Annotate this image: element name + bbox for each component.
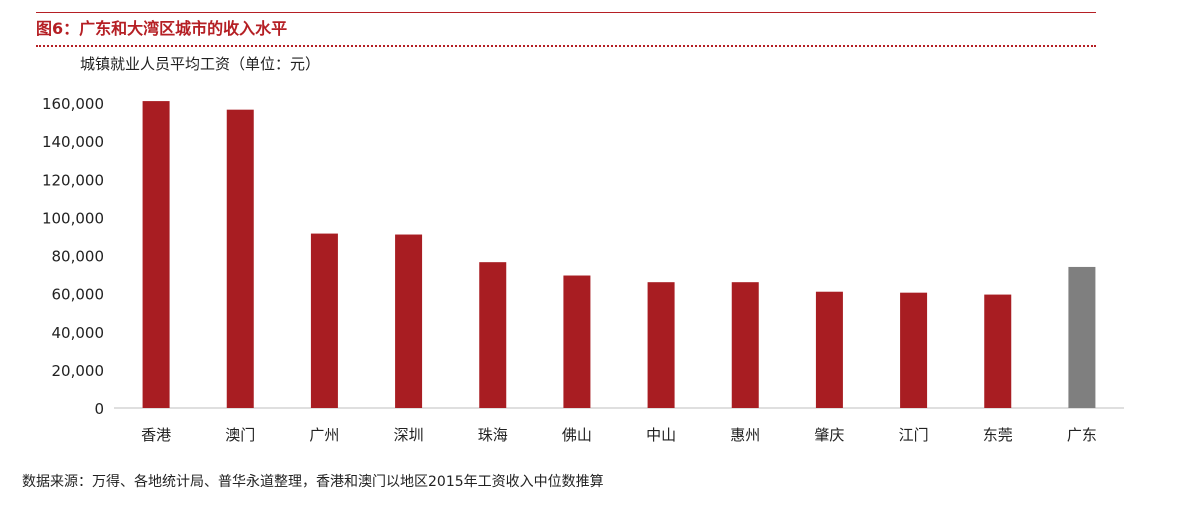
y-tick-label: 120,000 xyxy=(42,171,104,189)
header-dotted-rule xyxy=(36,45,1096,47)
x-tick-label: 澳门 xyxy=(225,426,255,444)
x-tick-label: 珠海 xyxy=(478,426,508,444)
x-tick-label: 广州 xyxy=(309,426,339,444)
x-tick-label: 中山 xyxy=(646,426,676,444)
bar-12 xyxy=(1068,266,1096,408)
x-tick-label: 佛山 xyxy=(562,426,592,444)
bar-4 xyxy=(395,234,423,408)
x-tick-label: 肇庆 xyxy=(814,426,844,444)
x-tick-label: 广东 xyxy=(1067,426,1097,444)
bar-3 xyxy=(310,233,338,408)
y-tick-label: 60,000 xyxy=(52,286,105,304)
bar-11 xyxy=(984,294,1012,408)
data-source-note: 数据来源：万得、各地统计局、普华永道整理，香港和澳门以地区2015年工资收入中位… xyxy=(22,474,604,490)
y-tick-label: 20,000 xyxy=(52,362,105,380)
x-tick-label: 惠州 xyxy=(730,426,760,444)
bar-chart: 0 20,000 40,000 60,000 80,000 100,000 120,000 1… xyxy=(42,95,1124,444)
bar-1 xyxy=(142,101,170,408)
y-tick-label: 160,000 xyxy=(42,95,104,113)
header-top-rule xyxy=(36,12,1096,13)
x-tick-label: 深圳 xyxy=(394,426,424,444)
bar-8 xyxy=(731,282,759,408)
bar-6 xyxy=(563,275,591,408)
bar-2 xyxy=(226,109,254,408)
y-tick-label: 140,000 xyxy=(42,133,104,151)
bar-7 xyxy=(647,282,675,408)
chart-unit-label: 城镇就业人员平均工资（单位：元） xyxy=(80,55,321,73)
bar-10 xyxy=(900,292,928,408)
x-tick-label: 香港 xyxy=(141,426,171,444)
figure-title: 图6：广东和大湾区城市的收入水平 xyxy=(36,19,288,38)
y-tick-label: 80,000 xyxy=(52,248,105,266)
y-tick-label: 0 xyxy=(94,400,104,418)
x-tick-label: 江门 xyxy=(899,426,929,444)
bar-9 xyxy=(815,291,843,408)
bar-5 xyxy=(479,262,507,408)
y-tick-label: 100,000 xyxy=(42,209,104,227)
y-tick-label: 40,000 xyxy=(52,324,105,342)
x-tick-label: 东莞 xyxy=(983,426,1013,444)
